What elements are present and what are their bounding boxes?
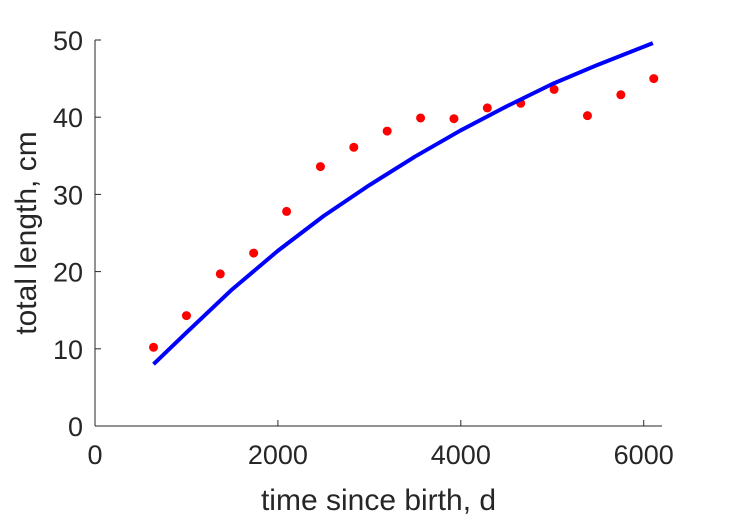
data-point: [282, 206, 292, 216]
data-point: [382, 126, 392, 136]
data-point: [215, 269, 225, 279]
y-tick-label: 10: [53, 335, 83, 365]
y-tick-label: 40: [53, 103, 83, 133]
data-point: [582, 111, 592, 121]
x-axis-label: time since birth, d: [261, 484, 496, 517]
y-tick-label: 30: [53, 180, 83, 210]
data-point: [349, 142, 359, 152]
data-point: [482, 103, 492, 113]
y-axis-label: total length, cm: [10, 131, 43, 334]
y-tick-label: 50: [53, 26, 83, 56]
x-tick-label: 6000: [614, 440, 674, 470]
data-point: [149, 342, 159, 352]
data-point: [416, 113, 426, 123]
data-point: [549, 84, 559, 94]
data-point: [649, 74, 659, 84]
data-point: [181, 311, 191, 321]
y-tick-label: 0: [68, 412, 83, 442]
x-tick-label: 2000: [248, 440, 308, 470]
x-tick-label: 0: [87, 440, 102, 470]
fit-curve: [152, 41, 654, 366]
x-tick-label: 4000: [431, 440, 491, 470]
series-layer: [149, 41, 659, 366]
axes: 0 2000 4000 6000 0 10 20 30 40 50: [53, 26, 674, 470]
data-point: [616, 90, 626, 100]
data-point: [249, 248, 259, 258]
y-tick-label: 20: [53, 258, 83, 288]
data-point: [315, 162, 325, 172]
data-point: [449, 114, 459, 124]
